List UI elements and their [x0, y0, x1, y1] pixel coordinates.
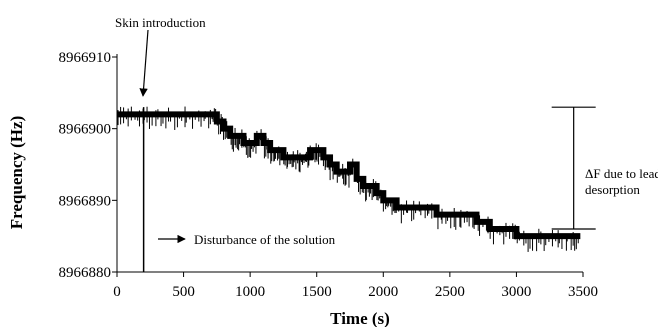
tick-labels: 0 500 1000 1500 2000 2500 3000 3500 8966880 89668…: [59, 50, 599, 300]
x-tick-label: 3500: [568, 284, 598, 300]
chart-axes: [112, 54, 584, 277]
annotation-skin: Skin introduction: [115, 15, 206, 30]
x-tick-label: 500: [172, 284, 195, 300]
series-line: [117, 111, 581, 240]
annotation-delta2: desorption: [585, 182, 640, 197]
x-tick-label: 2000: [368, 284, 398, 300]
y-tick-label: 8966910: [59, 50, 112, 66]
y-tick-label: 8966900: [59, 122, 112, 138]
x-tick-label: 3000: [501, 284, 531, 300]
data-series: [117, 106, 581, 272]
annotations: Skin introduction Disturbance of the solu…: [115, 15, 658, 247]
y-axis-label: Frequency (Hz): [7, 116, 26, 229]
skin-arrow: [139, 29, 149, 97]
x-tick-label: 0: [113, 284, 121, 300]
annotation-disturbance: Disturbance of the solution: [194, 232, 336, 247]
x-tick-label: 1500: [302, 284, 332, 300]
x-axis-label: Time (s): [330, 309, 390, 327]
y-tick-label: 8966880: [59, 265, 112, 281]
x-tick-label: 2500: [435, 284, 465, 300]
x-tick-label: 1000: [235, 284, 265, 300]
y-tick-label: 8966890: [59, 193, 112, 209]
annotation-delta1: ΔF due to lead: [585, 166, 658, 181]
